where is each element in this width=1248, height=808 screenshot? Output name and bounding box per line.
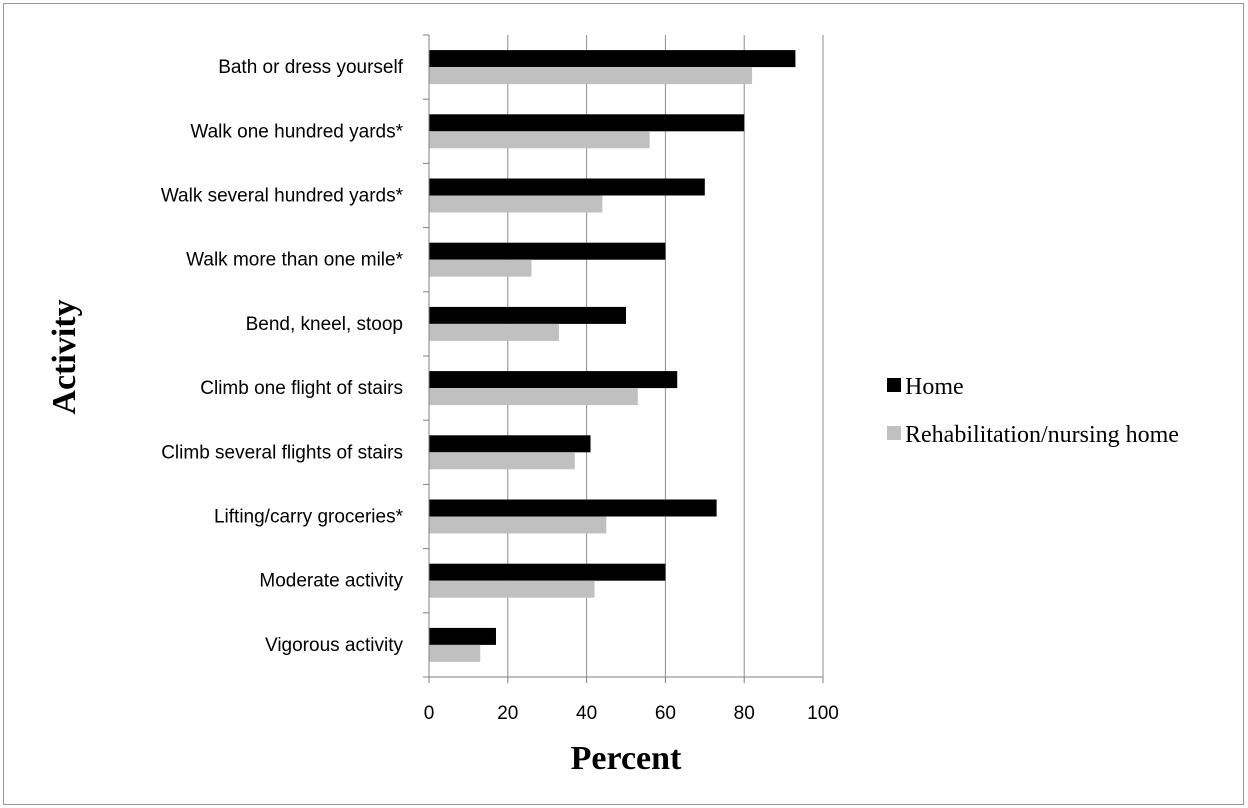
category-label: Walk several hundred yards* [161, 186, 404, 207]
bar-home [429, 306, 626, 324]
category-label: Climb one flight of stairs [200, 378, 403, 399]
x-tick-label: 20 [497, 703, 518, 724]
ticks [423, 34, 824, 683]
category-label: Vigorous activity [265, 635, 403, 656]
bar-rehabilitation [429, 323, 560, 341]
category-label: Lifting/carry groceries* [214, 507, 404, 528]
bar-home [429, 178, 705, 196]
bar-home [429, 435, 591, 453]
bar-rehabilitation [429, 131, 650, 149]
bar-home [429, 563, 666, 581]
category-label: Bend, kneel, stoop [246, 314, 403, 335]
bar-home [429, 499, 717, 517]
category-label: Moderate activity [259, 571, 403, 592]
legend-label-home: Home [905, 374, 964, 400]
bar-home [429, 50, 796, 68]
bar-rehabilitation [429, 195, 603, 213]
bar-rehabilitation [429, 516, 607, 534]
bar-home [429, 242, 666, 260]
legend-label-rehabilitation: Rehabilitation/nursing home [905, 422, 1179, 448]
bar-rehabilitation [429, 388, 638, 406]
category-label: Bath or dress yourself [218, 57, 404, 78]
bar-home [429, 114, 745, 132]
category-labels: Bath or dress yourself Walk one hundred y… [161, 57, 404, 656]
x-tick-label: 0 [424, 703, 435, 724]
category-label: Walk one hundred yards* [190, 121, 403, 142]
bar-rehabilitation [429, 67, 753, 85]
x-axis-title: Percent [571, 740, 682, 777]
bar-rehabilitation [429, 259, 532, 277]
x-tick-label: 80 [734, 703, 755, 724]
category-label: Climb several flights of stairs [161, 442, 403, 463]
legend-swatch-home [887, 378, 901, 392]
legend-swatch-rehabilitation [887, 426, 901, 440]
legend: Home Rehabilitation/nursing home [887, 374, 1179, 448]
bar-rehabilitation [429, 580, 595, 598]
bar-home [429, 371, 678, 389]
bar-rehabilitation [429, 644, 481, 662]
y-axis-title: Activity [46, 299, 83, 414]
x-tick-label: 60 [655, 703, 676, 724]
bar-home [429, 627, 496, 645]
bar-rehabilitation [429, 452, 575, 470]
x-tick-label: 100 [807, 703, 839, 724]
bars [429, 50, 796, 662]
x-tick-label: 40 [576, 703, 597, 724]
x-tick-labels: 0 20 40 60 80 100 [424, 703, 839, 724]
category-label: Walk more than one mile* [186, 250, 403, 271]
